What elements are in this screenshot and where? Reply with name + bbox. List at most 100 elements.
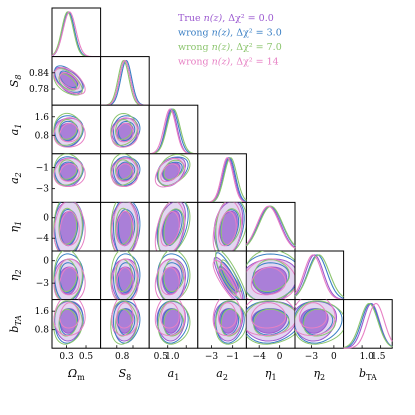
panel-eta1-a1 <box>148 201 199 252</box>
contour-2-0 <box>53 251 83 300</box>
panel-a1-omega_m <box>51 104 102 155</box>
contour-3-1 <box>116 123 134 143</box>
contour-2-0 <box>53 202 83 251</box>
contour-1-1 <box>117 161 136 181</box>
contour-3-1 <box>59 210 80 246</box>
x-tick-label: 0.8 <box>115 352 130 362</box>
legend: True n(z), Δχ² = 0.0 wrong n(z), Δχ² = 3.… <box>178 13 282 68</box>
contour-2-0 <box>295 300 344 345</box>
contour-3-1 <box>59 302 80 329</box>
contour-3-0 <box>53 117 86 148</box>
contour-2-0 <box>246 300 295 345</box>
marginal-curve-2 <box>246 205 296 247</box>
x-tick-label: −3 <box>305 352 319 362</box>
panel-eta2-eta1 <box>245 250 296 301</box>
x-axis-label-s8: S8 <box>119 367 132 382</box>
panel-s8-omega_m <box>51 56 102 106</box>
panel-a2-s8 <box>100 153 150 203</box>
contour-3-0 <box>53 202 86 251</box>
panel-frame <box>245 201 296 252</box>
contour-3-1 <box>160 266 180 296</box>
panel-eta1-a2 <box>197 201 247 252</box>
contour-1-1 <box>117 262 136 293</box>
contour-1-1 <box>117 120 136 141</box>
y-tick-label: −3 <box>36 185 50 195</box>
contour-3-0 <box>111 258 139 300</box>
contour-2-0 <box>110 112 138 146</box>
contour-3-0 <box>53 67 86 95</box>
marginal-curve-3 <box>294 254 344 301</box>
contour-3-0 <box>53 157 86 188</box>
marginal-curve-2 <box>294 254 344 298</box>
x-tick-label: 1.0 <box>165 352 180 362</box>
x-tick-label: 1.0 <box>360 352 375 362</box>
contour-2-0 <box>110 251 138 300</box>
contour-1-1 <box>162 209 183 247</box>
contour-2-0 <box>110 300 138 345</box>
marginal-curve-3 <box>343 302 393 349</box>
y-axis-label-a2: a2 <box>8 172 23 184</box>
y-axis-label-eta2: η2 <box>8 269 23 281</box>
panel-a1-a1 <box>148 104 199 155</box>
contour-2-1 <box>58 73 78 91</box>
y-axis-label-a1: a1 <box>8 124 23 136</box>
contour-2-1 <box>163 159 185 181</box>
contour-3-0 <box>111 202 139 251</box>
contour-3-1 <box>59 266 80 296</box>
contour-3-0 <box>111 117 139 148</box>
x-tick-label: 0.5 <box>79 352 94 362</box>
panel-eta1-omega_m <box>51 201 102 252</box>
contour-3-1 <box>218 302 237 329</box>
y-tick-label: 0.8 <box>35 326 50 336</box>
y-tick-label: 0.8 <box>35 131 50 141</box>
panel-a2-a1 <box>148 153 199 203</box>
contour-1-0 <box>157 253 189 300</box>
contour-3-1 <box>250 302 287 329</box>
x-tick-label: 0 <box>277 352 283 362</box>
contour-1-1 <box>59 120 79 141</box>
marginal-curve-3 <box>100 59 150 106</box>
y-tick-label: 1.6 <box>35 113 50 123</box>
marginal-curve-1 <box>343 302 393 349</box>
legend-entry-0: True n(z), Δχ² = 0.0 <box>178 13 274 24</box>
contour-3-0 <box>154 157 186 188</box>
x-axis-label-eta2: η2 <box>313 367 325 382</box>
contour-3-0 <box>111 157 139 188</box>
contour-1-1 <box>117 308 136 336</box>
contour-3-1 <box>116 266 134 296</box>
contour-2-1 <box>115 159 133 180</box>
panel-frame <box>148 104 199 155</box>
contour-3-0 <box>295 299 336 336</box>
contour-1-0 <box>112 300 141 344</box>
marginal-curve-2 <box>343 302 393 349</box>
y-tick-label: −4 <box>36 234 50 244</box>
panel-b_ta-s8 <box>100 299 150 349</box>
legend-entry-2: wrong n(z), Δχ² = 7.0 <box>178 42 282 53</box>
contour-2-0 <box>157 300 191 345</box>
contour-3-1 <box>160 211 180 247</box>
contour-2-1 <box>58 207 78 245</box>
contour-3-1 <box>218 268 237 297</box>
y-tick-label: 1.6 <box>35 307 50 317</box>
marginal-curve-0 <box>294 254 344 300</box>
contour-2-1 <box>163 208 185 246</box>
contour-3-0 <box>212 202 243 251</box>
contour-3-0 <box>53 258 86 300</box>
marginal-curve-3 <box>245 205 296 249</box>
panel-b_ta-omega_m <box>51 299 102 349</box>
contour-2-1 <box>115 119 133 140</box>
contour-3-0 <box>154 299 186 336</box>
panel-a1-s8 <box>100 104 150 155</box>
contour-2-0 <box>246 251 295 300</box>
legend-entry-1: wrong n(z), Δχ² = 3.0 <box>178 28 282 39</box>
contour-3-0 <box>111 299 139 336</box>
contour-2-1 <box>115 207 133 245</box>
y-tick-label: 0 <box>43 214 49 224</box>
contour-2-1 <box>58 159 78 180</box>
contour-2-1 <box>220 208 242 246</box>
panel-eta2-s8 <box>100 250 150 301</box>
panel-eta2-a1 <box>148 250 199 301</box>
contour-3-1 <box>59 72 80 90</box>
contour-3-0 <box>154 202 186 251</box>
contour-3-1 <box>160 163 180 183</box>
